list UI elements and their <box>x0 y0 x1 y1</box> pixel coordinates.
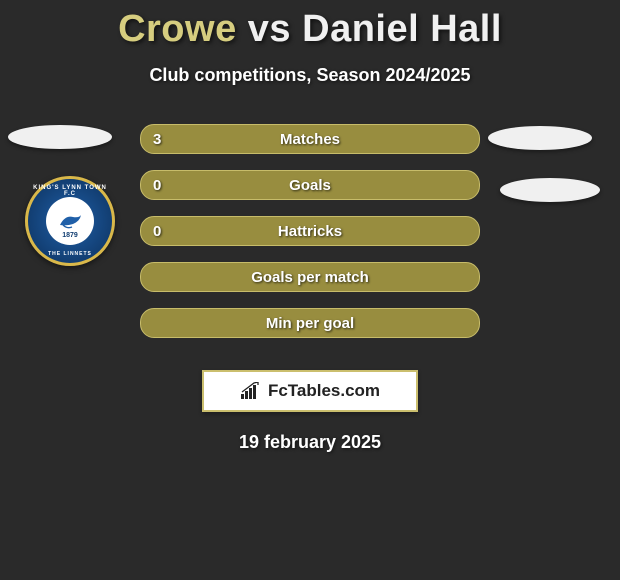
branding-box: FcTables.com <box>202 370 418 412</box>
player2-name: Daniel Hall <box>302 8 502 50</box>
stat-bar-p1: Goals per match <box>140 262 480 292</box>
stat-row: 0Hattricks <box>0 216 620 262</box>
stat-value-p1: 0 <box>153 223 161 240</box>
page-title: Crowe vs Daniel Hall <box>0 0 620 51</box>
bar-chart-icon <box>240 382 262 400</box>
stat-row: 0Goals <box>0 170 620 216</box>
stat-label: Matches <box>141 131 479 148</box>
stat-bar-p1: 0Goals <box>140 170 480 200</box>
subtitle: Club competitions, Season 2024/2025 <box>0 65 620 86</box>
stat-value-p1: 3 <box>153 131 161 148</box>
stat-bar-p1: Min per goal <box>140 308 480 338</box>
stat-bar-p1: 0Hattricks <box>140 216 480 246</box>
stat-bar-p1: 3Matches <box>140 124 480 154</box>
stat-label: Goals per match <box>141 269 479 286</box>
stat-label: Hattricks <box>141 223 479 240</box>
stat-row: Min per goal <box>0 308 620 354</box>
vs-text: vs <box>248 8 291 50</box>
player1-name: Crowe <box>118 8 237 50</box>
branding-text: FcTables.com <box>268 381 380 401</box>
stat-row: 3Matches <box>0 124 620 170</box>
stats-chart: 3Matches0Goals0HattricksGoals per matchM… <box>0 124 620 354</box>
stat-row: Goals per match <box>0 262 620 308</box>
stat-value-p1: 0 <box>153 177 161 194</box>
stat-label: Goals <box>141 177 479 194</box>
stat-label: Min per goal <box>141 315 479 332</box>
date-text: 19 february 2025 <box>0 432 620 453</box>
